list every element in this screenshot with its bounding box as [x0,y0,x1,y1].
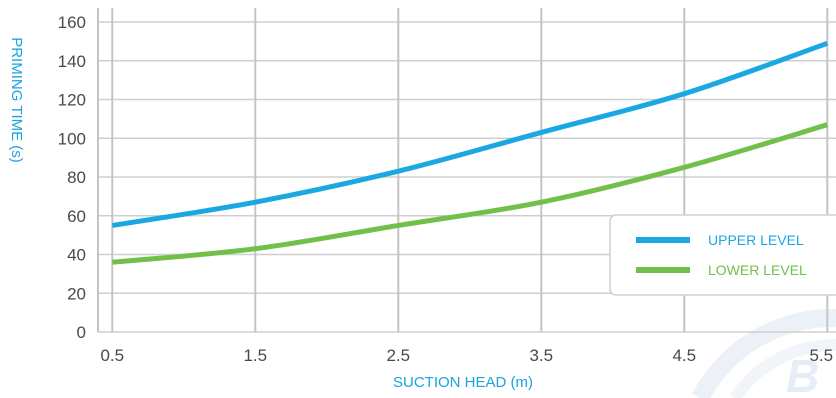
x-tick-label: 3.5 [529,346,553,365]
x-tick-label: 2.5 [386,346,410,365]
y-tick-label: 20 [67,284,86,303]
legend-box [609,214,836,296]
series-line-upper-level [111,40,829,228]
series-line-lower-level [112,122,829,265]
x-tick-label: 1.5 [243,346,267,365]
y-axis-ticks: 0 20 40 60 80 100 120 140 160 [58,13,86,342]
y-tick-label: 160 [58,13,86,32]
y-tick-label: 40 [67,246,86,265]
y-tick-label: 100 [58,129,86,148]
x-axis-ticks: 0.5 1.5 2.5 3.5 4.5 5.5 [100,346,833,365]
brand-watermark: B [692,308,836,398]
x-tick-label: 5.5 [809,346,833,365]
y-tick-label: 80 [67,168,86,187]
legend: UPPER LEVEL LOWER LEVEL [609,214,836,296]
legend-label-upper-level: UPPER LEVEL [708,232,804,248]
x-axis-title: SUCTION HEAD (m) [393,374,533,391]
y-tick-label: 120 [58,91,86,110]
x-tick-label: 0.5 [100,346,124,365]
legend-label-lower-level: LOWER LEVEL [708,262,807,278]
y-axis-title: PRIMING TIME (s) [8,37,25,163]
series-layer [111,40,829,265]
y-tick-label: 140 [58,52,86,71]
grid-lines [97,8,836,333]
svg-text:B: B [786,350,819,398]
y-tick-label: 0 [77,323,86,342]
x-tick-label: 4.5 [672,346,696,365]
y-tick-label: 60 [67,207,86,226]
